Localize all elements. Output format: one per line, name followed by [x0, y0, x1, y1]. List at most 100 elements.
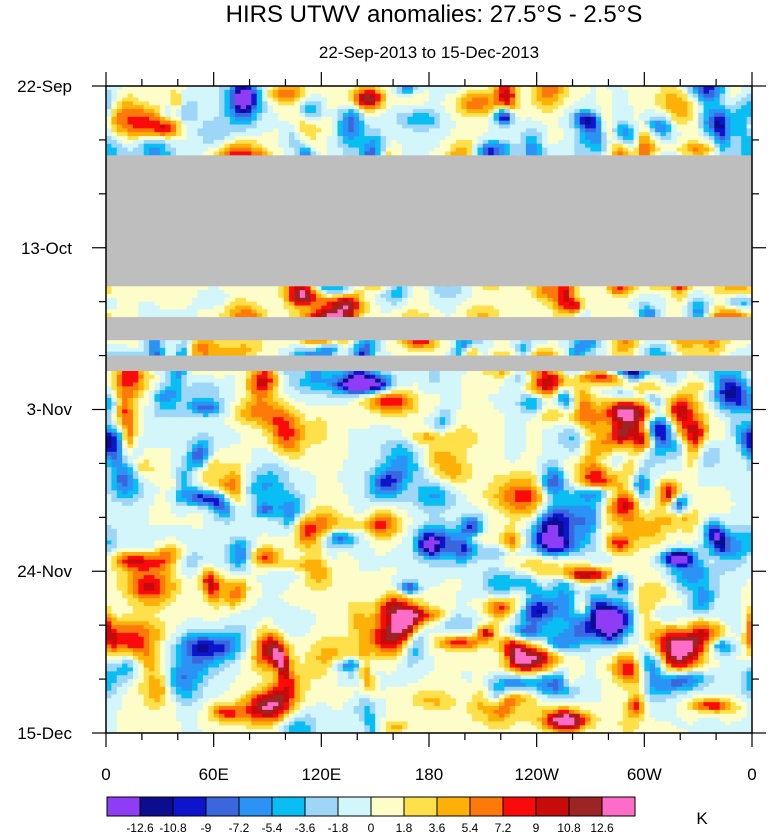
- heatmap-cell: [606, 147, 613, 153]
- heatmap-cell: [407, 143, 414, 149]
- heatmap-cell: [175, 109, 182, 114]
- heatmap-cell: [375, 124, 382, 129]
- heatmap-cell: [520, 124, 527, 129]
- heatmap-cell: [493, 116, 500, 122]
- heatmap-cell: [719, 89, 726, 95]
- heatmap-cell: [703, 124, 710, 129]
- heatmap-cell: [525, 86, 532, 91]
- heatmap-cell: [342, 93, 349, 99]
- heatmap-cell: [181, 124, 188, 129]
- heatmap-cell: [676, 89, 683, 95]
- heatmap-cell: [310, 116, 317, 122]
- heatmap-cell: [660, 112, 667, 118]
- heatmap-cell: [407, 112, 414, 118]
- heatmap-cell: [703, 97, 710, 102]
- heatmap-cell: [305, 97, 312, 102]
- heatmap-cell: [315, 105, 322, 110]
- heatmap-cell: [735, 136, 742, 141]
- heatmap-cell: [730, 143, 737, 149]
- heatmap-cell: [633, 147, 640, 153]
- heatmap-cell: [369, 116, 376, 122]
- heatmap-cell: [192, 93, 199, 99]
- heatmap-cell: [299, 105, 306, 110]
- heatmap-cell: [606, 101, 613, 106]
- heatmap-cell: [256, 120, 263, 126]
- heatmap-cell: [542, 97, 549, 102]
- heatmap-cell: [165, 120, 172, 126]
- heatmap-cell: [461, 120, 468, 126]
- heatmap-cell: [660, 147, 667, 153]
- heatmap-cell: [342, 139, 349, 145]
- heatmap-cell: [429, 97, 435, 102]
- heatmap-cell: [283, 109, 290, 114]
- heatmap-cell: [515, 136, 522, 141]
- heatmap-cell: [332, 147, 339, 153]
- heatmap-cell: [638, 128, 645, 133]
- heatmap-cell: [466, 105, 473, 110]
- heatmap-cell: [665, 136, 672, 141]
- heatmap-cell: [455, 151, 462, 156]
- heatmap-cell: [122, 89, 129, 95]
- heatmap-cell: [429, 109, 435, 114]
- heatmap-cell: [208, 143, 215, 149]
- heatmap-cell: [380, 120, 387, 126]
- heatmap-cell: [687, 89, 694, 95]
- heatmap-cell: [622, 86, 629, 91]
- heatmap-cell: [165, 89, 172, 95]
- heatmap-cell: [429, 128, 435, 133]
- heatmap-cell: [407, 109, 414, 114]
- heatmap-cell: [229, 124, 236, 129]
- heatmap-cell: [708, 86, 715, 91]
- heatmap-cell: [143, 120, 150, 126]
- heatmap-cell: [488, 120, 495, 126]
- heatmap-cell: [369, 143, 376, 149]
- heatmap-cell: [472, 101, 479, 106]
- heatmap-cell: [385, 147, 392, 153]
- heatmap-cell: [644, 97, 651, 102]
- heatmap-cell: [563, 147, 570, 153]
- heatmap-cell: [617, 101, 624, 106]
- heatmap-cell: [294, 128, 301, 133]
- heatmap-cell: [547, 128, 554, 133]
- heatmap-cell: [590, 132, 597, 137]
- heatmap-cell: [321, 120, 328, 126]
- heatmap-cell: [439, 112, 446, 118]
- heatmap-cell: [525, 89, 532, 95]
- heatmap-cell: [520, 139, 527, 145]
- heatmap-cell: [175, 139, 182, 145]
- heatmap-cell: [402, 89, 409, 95]
- heatmap-cell: [542, 139, 549, 145]
- heatmap-cell: [143, 93, 150, 99]
- heatmap-cell: [633, 128, 640, 133]
- heatmap-cell: [369, 147, 376, 153]
- heatmap-cell: [488, 105, 495, 110]
- heatmap-cell: [509, 132, 516, 137]
- heatmap-cell: [719, 147, 726, 153]
- heatmap-cell: [682, 151, 688, 156]
- heatmap-cell: [429, 151, 435, 156]
- heatmap-cell: [708, 112, 715, 118]
- heatmap-cell: [746, 147, 752, 153]
- heatmap-cell: [434, 112, 441, 118]
- heatmap-cell: [628, 124, 635, 129]
- heatmap-cell: [402, 132, 409, 137]
- heatmap-cell: [633, 139, 640, 145]
- heatmap-cell: [402, 124, 409, 129]
- heatmap-cell: [267, 101, 274, 106]
- heatmap-cell: [461, 105, 468, 110]
- heatmap-cell: [585, 147, 592, 153]
- heatmap-cell: [633, 143, 640, 149]
- heatmap-cell: [552, 139, 559, 145]
- heatmap-cell: [224, 128, 231, 133]
- heatmap-cell: [612, 116, 619, 122]
- heatmap-cell: [515, 105, 522, 110]
- heatmap-cell: [617, 86, 624, 91]
- heatmap-cell: [703, 147, 710, 153]
- heatmap-cell: [622, 89, 629, 95]
- heatmap-cell: [520, 89, 527, 95]
- heatmap-cell: [601, 109, 608, 114]
- heatmap-cell: [482, 112, 489, 118]
- heatmap-cell: [612, 89, 619, 95]
- heatmap-cell: [342, 97, 349, 102]
- heatmap-cell: [197, 101, 204, 106]
